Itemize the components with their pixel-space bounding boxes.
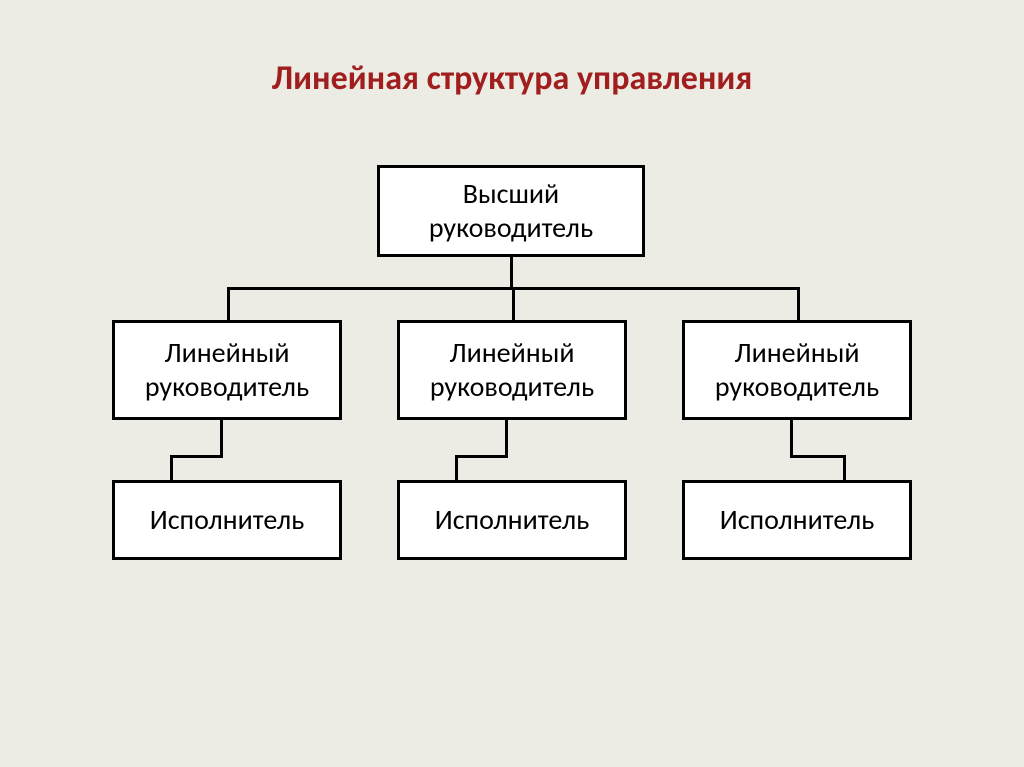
connector-mid2-bot2-v2 xyxy=(455,455,458,480)
connector-to-mid3 xyxy=(797,287,800,320)
connector-mid3-bot3-v2 xyxy=(843,455,846,480)
node-label: Исполнитель xyxy=(150,503,305,537)
node-executor-2: Исполнитель xyxy=(397,480,627,560)
connector-mid1-bot1-h xyxy=(170,455,223,458)
connector-mid3-bot3-v1 xyxy=(790,420,793,455)
connector-to-mid1 xyxy=(227,287,230,320)
node-label: Исполнитель xyxy=(435,503,590,537)
node-top-manager: Высшийруководитель xyxy=(377,165,645,257)
connector-mid2-bot2-h xyxy=(455,455,508,458)
connector-top-down xyxy=(510,257,513,287)
node-label: Линейныйруководитель xyxy=(430,336,594,403)
connector-mid1-bot1-v2 xyxy=(170,455,173,480)
node-executor-1: Исполнитель xyxy=(112,480,342,560)
node-line-manager-2: Линейныйруководитель xyxy=(397,320,627,420)
connector-mid3-bot3-h xyxy=(790,455,843,458)
node-label: Исполнитель xyxy=(720,503,875,537)
node-line-manager-1: Линейныйруководитель xyxy=(112,320,342,420)
page-title: Линейная структура управления xyxy=(0,0,1024,99)
node-label: Высшийруководитель xyxy=(429,177,593,244)
node-line-manager-3: Линейныйруководитель xyxy=(682,320,912,420)
node-label: Линейныйруководитель xyxy=(145,336,309,403)
connector-to-mid2 xyxy=(512,287,515,320)
node-executor-3: Исполнитель xyxy=(682,480,912,560)
connector-mid2-bot2-v1 xyxy=(505,420,508,455)
node-label: Линейныйруководитель xyxy=(715,336,879,403)
connector-mid1-bot1-v1 xyxy=(220,420,223,455)
